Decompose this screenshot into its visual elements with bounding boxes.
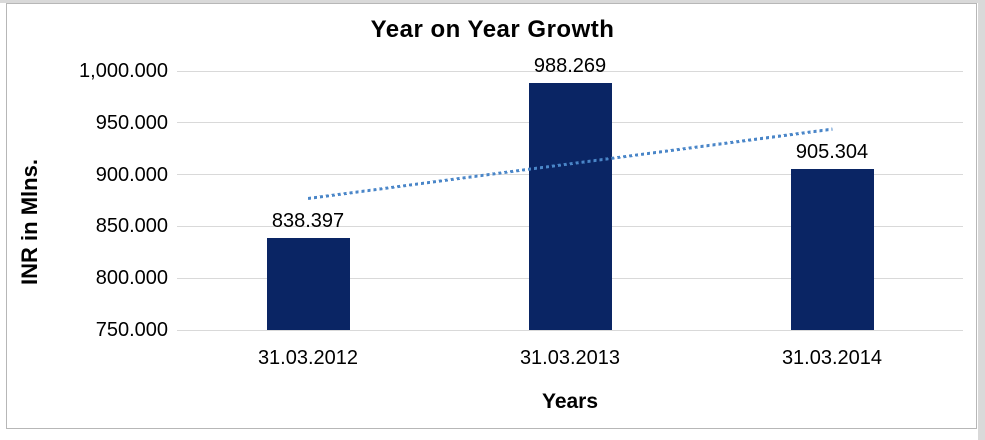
y-tick-label: 750.000 <box>95 319 168 341</box>
category-label: 31.03.2013 <box>519 347 621 369</box>
bar-data-label: 905.304 <box>795 141 869 164</box>
bar <box>528 83 612 330</box>
bar-data-label: 988.269 <box>533 55 607 78</box>
x-axis-title: Years <box>541 390 599 413</box>
top-strip <box>0 0 985 3</box>
bar <box>266 238 350 330</box>
chart-title: Year on Year Growth <box>370 16 615 43</box>
y-tick-label: 850.000 <box>95 215 168 238</box>
bar <box>790 169 874 330</box>
category-label: 31.03.2012 <box>257 347 359 369</box>
y-tick-label: 900.000 <box>95 163 168 186</box>
y-tick-label: 950.000 <box>95 111 168 134</box>
y-tick-label: 800.000 <box>95 267 168 290</box>
category-label: 31.03.2014 <box>781 347 883 369</box>
bar-data-label: 838.397 <box>271 210 345 233</box>
gridline <box>177 70 963 72</box>
right-strip <box>978 0 985 440</box>
gridline <box>177 329 963 331</box>
plot-area: 838.397 988.269 905.304 <box>177 55 963 331</box>
y-tick-label: 1,000.000 <box>79 60 168 82</box>
